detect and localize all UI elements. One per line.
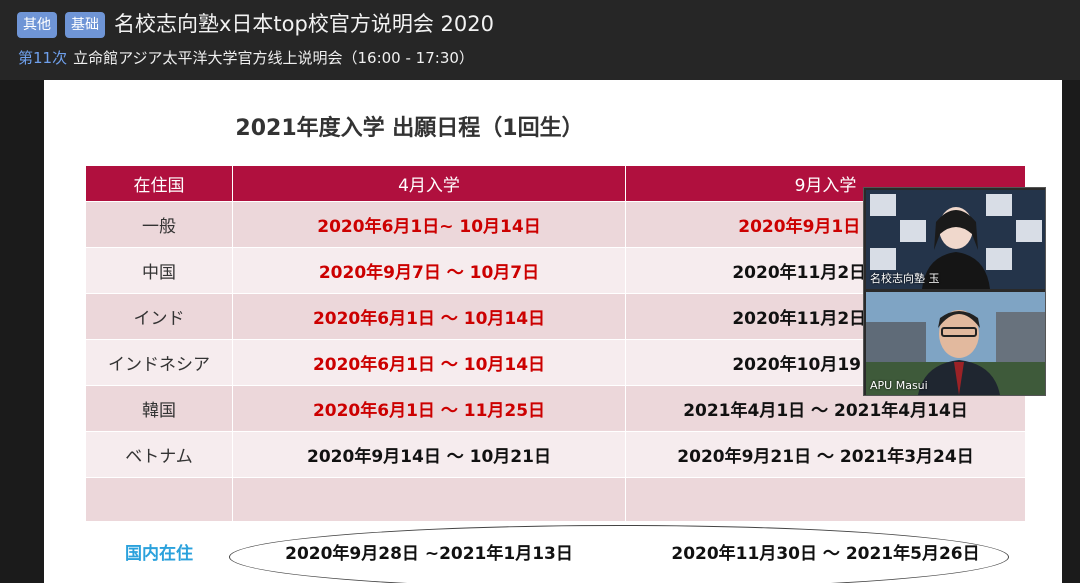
category-tag[interactable]: 其他: [17, 12, 57, 38]
header-sept: 9月入学: [625, 165, 1026, 202]
country-cell: 国内在住: [85, 521, 233, 582]
table-row: 韓国 2020年6月1日 ～ 11月25日 2021年4月1日 ～ 2021年4…: [85, 385, 1026, 432]
table-row: 中国 2020年9月7日 ～ 10月7日 2020年11月2日 ～ 20: [85, 247, 1026, 294]
presentation-slide: 2021年度入学 出願日程（1回生） 在住国 4月入学 9月入学 一般 2020…: [44, 80, 1062, 583]
country-cell: 中国: [85, 247, 233, 294]
video-tile[interactable]: 名校志向塾 玉: [866, 190, 1045, 289]
session-name: 立命館アジア太平洋大学官方线上说明会（16:00 - 17:30）: [73, 49, 474, 67]
table-row-empty: [85, 477, 1026, 522]
table-row: ベトナム 2020年9月14日 ～ 10月21日 2020年9月21日 ～ 20…: [85, 431, 1026, 478]
header-country: 在住国: [85, 165, 233, 202]
country-cell: 一般: [85, 201, 233, 248]
backdrop-image: [866, 292, 1045, 395]
april-date-cell: 2020年6月1日 ～ 11月25日: [232, 385, 626, 432]
page-title: 名校志向塾x日本top校官方说明会 2020: [114, 12, 494, 36]
country-cell: 韓国: [85, 385, 233, 432]
april-date-cell: 2020年9月7日 ～ 10月7日: [232, 247, 626, 294]
country-cell: インドネシア: [85, 339, 233, 386]
empty-cell: [85, 477, 233, 522]
session-line: 第11次 立命館アジア太平洋大学官方线上说明会（16:00 - 17:30）: [18, 47, 474, 69]
schedule-table: 在住国 4月入学 9月入学 一般 2020年6月1日~ 10月14日 2020年…: [85, 165, 1026, 582]
header-april: 4月入学: [232, 165, 626, 202]
country-cell: ベトナム: [85, 431, 233, 478]
table-header-row: 在住国 4月入学 9月入学: [85, 165, 1026, 202]
title-bar: 其他 基础 名校志向塾x日本top校官方说明会 2020 第11次 立命館アジア太…: [0, 0, 1080, 80]
video-tile[interactable]: APU Masui: [866, 292, 1045, 395]
april-date-cell: 2020年6月1日 ～ 10月14日: [232, 339, 626, 386]
backdrop-image: [866, 190, 1045, 289]
april-date-cell: 2020年9月14日 ～ 10月21日: [232, 431, 626, 478]
hand-drawn-ellipse-annotation: [229, 525, 1009, 583]
country-cell: インド: [85, 293, 233, 340]
empty-cell: [232, 477, 626, 522]
level-tag[interactable]: 基础: [65, 12, 105, 38]
slide-title: 2021年度入学 出願日程（1回生）: [235, 116, 584, 141]
participant-name: APU Masui: [870, 379, 928, 392]
april-date-cell: 2020年6月1日~ 10月14日: [232, 201, 626, 248]
episode-number: 第11次: [18, 49, 68, 67]
april-date-cell: 2020年6月1日 ～ 10月14日: [232, 293, 626, 340]
video-panel[interactable]: 名校志向塾 玉 APU Masui: [863, 187, 1046, 396]
sept-date-cell: 2020年9月21日 ～ 2021年3月24日: [625, 431, 1026, 478]
participant-name: 名校志向塾 玉: [870, 272, 940, 285]
empty-cell: [625, 477, 1026, 522]
